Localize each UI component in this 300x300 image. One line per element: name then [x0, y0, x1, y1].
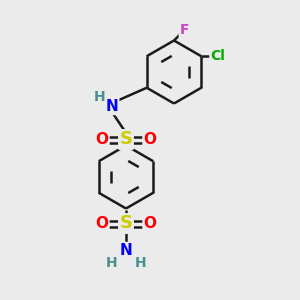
Text: H: H [135, 256, 146, 270]
Text: O: O [95, 216, 109, 231]
Text: O: O [95, 132, 109, 147]
Text: H: H [94, 90, 106, 104]
Text: S: S [119, 214, 133, 232]
Text: S: S [119, 130, 133, 148]
Text: N: N [120, 243, 132, 258]
Text: O: O [143, 216, 157, 231]
Text: O: O [143, 132, 157, 147]
Text: H: H [106, 256, 117, 270]
Text: F: F [180, 23, 189, 37]
Text: Cl: Cl [210, 49, 225, 63]
Text: N: N [106, 99, 118, 114]
